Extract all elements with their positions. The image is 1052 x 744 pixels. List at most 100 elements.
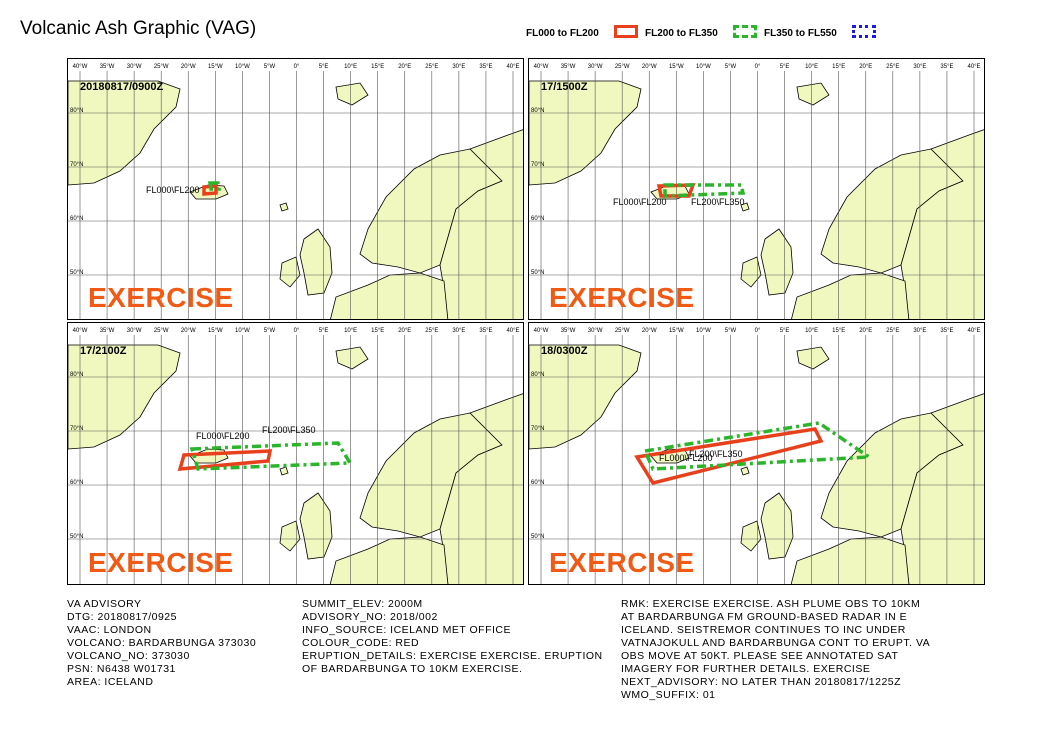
legend-label-fl350-fl550: FL350 to FL550 <box>764 28 837 39</box>
advisory-line: ICELAND. SEISTREMOR CONTINUES TO INC UND… <box>621 624 906 636</box>
ash-area-label-fl200-fl350: FL200\FL350 <box>691 197 745 207</box>
longitude-tick-label: 25°E <box>425 64 438 70</box>
longitude-tick-label: 0° <box>755 328 761 334</box>
advisory-line: RMK: EXERCISE EXERCISE. ASH PLUME OBS TO… <box>621 598 921 610</box>
longitude-tick-label: 25°E <box>425 328 438 334</box>
latitude-tick-label: 60°N <box>531 216 544 222</box>
advisory-line: AT BARDARBUNGA FM GROUND-BASED RADAR IN … <box>621 611 908 623</box>
map-panel-4: 40°W 35°W 30°W 25°W 20°W 15°W 10°W 5°W 0° 5°E 10°E… <box>528 322 985 585</box>
longitude-tick-label: 40°E <box>967 328 980 334</box>
longitude-tick-label: 35°E <box>479 328 492 334</box>
latitude-tick-label: 60°N <box>531 480 544 486</box>
ash-area-fl200-fl350 <box>189 441 354 471</box>
longitude-tick-label: 5°W <box>725 328 737 334</box>
legend-swatch-red <box>614 25 638 38</box>
longitude-tick-label: 25°E <box>886 328 899 334</box>
longitude-tick-label: 35°W <box>100 328 115 334</box>
finland-russia-landmass <box>439 129 523 319</box>
longitude-tick-label: 15°E <box>371 328 384 334</box>
advisory-line: AREA: ICELAND <box>67 676 154 688</box>
longitude-tick-label: 30°W <box>127 328 142 334</box>
longitude-tick-label: 10°W <box>235 64 250 70</box>
advisory-line: WMO_SUFFIX: 01 <box>621 689 716 701</box>
longitude-tick-label: 25°W <box>615 328 630 334</box>
svalbard-landmass <box>796 82 830 106</box>
advisory-column-2: SUMMIT_ELEV: 2000M ADVISORY_NO: 2018/002… <box>302 598 603 676</box>
longitude-tick-label: 40°W <box>73 328 88 334</box>
greenland-landmass <box>529 344 642 450</box>
ash-area-label-fl000-fl200: FL000\FL200 <box>146 185 200 195</box>
longitude-tick-label: 30°E <box>452 328 465 334</box>
advisory-column-1: VA ADVISORY DTG: 20180817/0925 VAAC: LON… <box>67 598 256 689</box>
map-panel-2: 40°W 35°W 30°W 25°W 20°W 15°W 10°W 5°W 0° 5°E 10°E… <box>528 58 985 320</box>
longitude-tick-label: 30°W <box>127 64 142 70</box>
longitude-tick-label: 20°W <box>181 64 196 70</box>
advisory-line: PSN: N6438 W01731 <box>67 663 176 675</box>
longitude-tick-label: 35°W <box>561 64 576 70</box>
legend-label-fl000-fl200: FL000 to FL200 <box>526 28 599 39</box>
longitude-tick-label: 20°E <box>398 64 411 70</box>
longitude-tick-label: 40°W <box>73 64 88 70</box>
longitude-tick-label: 5°E <box>780 328 790 334</box>
longitude-tick-label: 10°W <box>696 328 711 334</box>
ireland-landmass <box>279 520 301 552</box>
svalbard-landmass <box>335 82 369 106</box>
longitude-tick-label: 15°E <box>832 64 845 70</box>
latitude-tick-label: 80°N <box>531 372 544 378</box>
longitude-tick-label: 5°E <box>319 64 329 70</box>
ash-area-label-fl200-fl350: FL200\FL350 <box>262 425 316 435</box>
longitude-tick-label: 15°W <box>669 64 684 70</box>
ireland-landmass <box>740 520 762 552</box>
map-canvas: 40°W 35°W 30°W 25°W 20°W 15°W 10°W 5°W 0° 5°E 10°E… <box>529 323 984 584</box>
page-title: Volcanic Ash Graphic (VAG) <box>20 18 257 39</box>
map-canvas: 40°W 35°W 30°W 25°W 20°W 15°W 10°W 5°W 0° 5°E 10°E… <box>68 59 523 319</box>
longitude-tick-label: 40°E <box>967 64 980 70</box>
legend-swatch-blue <box>852 25 876 38</box>
ireland-landmass <box>740 256 762 288</box>
longitude-tick-label: 30°W <box>588 328 603 334</box>
advisory-line: VATNAJOKULL AND BARDARBUNGA CONT TO ERUP… <box>621 637 931 649</box>
longitude-tick-label: 5°E <box>319 328 329 334</box>
panel-timestamp: 17/1500Z <box>541 81 588 93</box>
finland-russia-landmass <box>900 129 984 319</box>
longitude-tick-label: 5°W <box>725 64 737 70</box>
finland-russia-landmass <box>900 393 984 584</box>
longitude-tick-label: 40°E <box>506 64 519 70</box>
longitude-tick-label: 10°E <box>805 64 818 70</box>
exercise-watermark: EXERCISE <box>549 282 695 313</box>
great-britain-landmass <box>760 492 794 560</box>
longitude-tick-label: 5°W <box>264 64 276 70</box>
longitude-tick-label: 5°W <box>264 328 276 334</box>
faroe-islands <box>279 466 289 476</box>
longitude-tick-label: 10°E <box>805 328 818 334</box>
ash-area-label-fl000-fl200: FL000\FL200 <box>659 453 713 463</box>
latitude-tick-label: 70°N <box>531 426 544 432</box>
exercise-watermark: EXERCISE <box>549 547 695 578</box>
longitude-tick-label: 40°W <box>534 64 549 70</box>
ash-area-fl200-fl350 <box>207 181 222 191</box>
latitude-tick-label: 80°N <box>70 108 83 114</box>
longitude-tick-label: 40°W <box>534 328 549 334</box>
advisory-line: SUMMIT_ELEV: 2000M <box>302 598 423 610</box>
advisory-line: INFO_SOURCE: ICELAND MET OFFICE <box>302 624 511 636</box>
faroe-islands <box>279 202 289 212</box>
longitude-tick-label: 25°W <box>154 64 169 70</box>
great-britain-landmass <box>299 228 333 296</box>
longitude-tick-label: 15°E <box>832 328 845 334</box>
faroe-islands <box>740 202 750 212</box>
advisory-line: VA ADVISORY <box>67 598 142 610</box>
longitude-tick-label: 35°W <box>100 64 115 70</box>
greenland-landmass <box>529 80 642 186</box>
advisory-line: ADVISORY_NO: 2018/002 <box>302 611 438 623</box>
longitude-tick-label: 20°E <box>859 328 872 334</box>
longitude-tick-label: 10°W <box>696 64 711 70</box>
advisory-line: IMAGERY FOR FURTHER DETAILS. EXERCISE <box>621 663 871 675</box>
ireland-landmass <box>279 256 301 288</box>
ash-area-label-fl200-fl350: FL200\FL350 <box>689 449 743 459</box>
longitude-tick-label: 10°W <box>235 328 250 334</box>
exercise-watermark: EXERCISE <box>88 282 234 313</box>
great-britain-landmass <box>299 492 333 560</box>
panel-timestamp: 20180817/0900Z <box>80 81 164 93</box>
longitude-tick-label: 0° <box>294 328 300 334</box>
finland-russia-landmass <box>439 393 523 584</box>
